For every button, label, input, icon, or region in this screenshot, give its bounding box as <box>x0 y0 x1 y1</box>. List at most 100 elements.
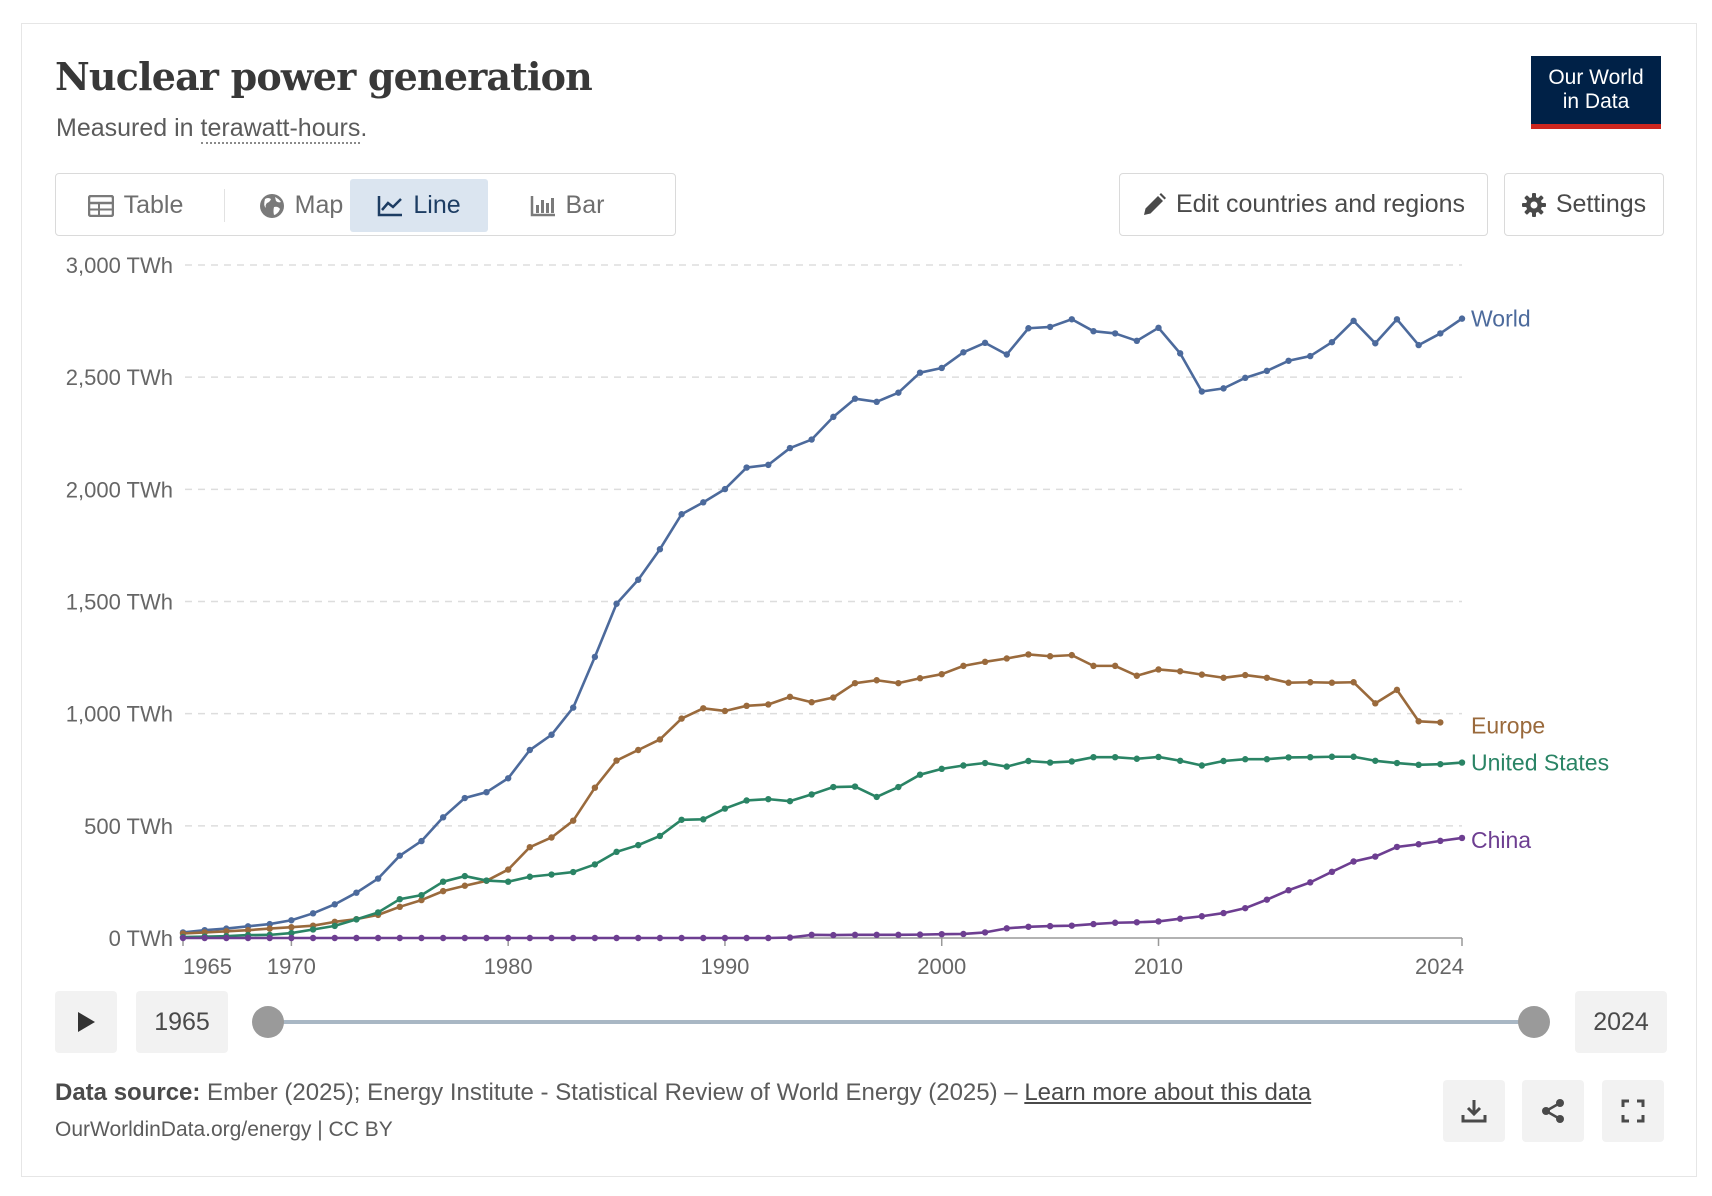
data-point-europe <box>461 882 469 889</box>
data-point-world <box>1025 325 1032 332</box>
data-point-europe <box>1415 718 1422 725</box>
data-point-world <box>461 794 469 802</box>
data-point-world <box>1415 341 1422 349</box>
data-point-europe <box>244 926 252 934</box>
data-point-world <box>916 369 924 376</box>
fullscreen-button[interactable] <box>1602 1080 1664 1142</box>
tab-table[interactable]: Table <box>64 179 207 232</box>
data-point-world <box>981 339 989 347</box>
bar-chart-icon <box>530 195 555 216</box>
data-point-china <box>1350 858 1357 865</box>
y-tick-label: 1,500 TWh <box>66 590 173 615</box>
data-point-world <box>938 364 945 372</box>
data-point-world <box>526 746 534 754</box>
data-point-world <box>396 852 403 859</box>
data-point-europe <box>851 679 859 687</box>
start-year-box[interactable]: 1965 <box>136 991 228 1053</box>
data-point-china <box>1285 887 1292 894</box>
tab-map[interactable]: Map <box>238 179 364 232</box>
data-point-us <box>1263 756 1271 763</box>
data-point-us <box>1068 758 1075 765</box>
data-point-us <box>1393 759 1401 767</box>
data-point-world <box>439 814 447 821</box>
data-point-europe <box>1198 671 1206 678</box>
data-point-china <box>396 934 403 942</box>
data-point-europe <box>916 675 924 682</box>
data-point-europe <box>938 670 945 678</box>
unit-link[interactable]: terawatt-hours <box>200 114 361 144</box>
data-point-world <box>266 920 273 928</box>
edit-countries-button[interactable]: Edit countries and regions <box>1119 173 1488 236</box>
data-point-europe <box>873 677 880 684</box>
y-tick-label: 1,000 TWh <box>66 702 173 727</box>
tab-divider <box>224 189 225 222</box>
data-point-us <box>353 916 360 923</box>
data-point-world <box>765 461 772 469</box>
data-point-china <box>786 934 794 941</box>
data-point-world <box>851 395 859 402</box>
series-label-world: World <box>1471 306 1531 332</box>
data-point-us <box>1307 753 1314 761</box>
tab-bar[interactable]: Bar <box>504 179 630 232</box>
data-point-us <box>396 895 403 903</box>
share-icon <box>1542 1099 1564 1123</box>
data-point-china <box>418 934 425 942</box>
download-icon <box>1461 1100 1487 1123</box>
data-point-china <box>1242 904 1249 912</box>
data-point-world <box>1155 324 1162 332</box>
data-point-us <box>288 929 295 937</box>
timeline-track[interactable] <box>267 1020 1529 1024</box>
source-url: OurWorldinData.org/energy | CC BY <box>55 1118 393 1141</box>
data-point-china <box>591 934 599 942</box>
data-point-world <box>743 464 750 471</box>
data-point-world <box>1458 315 1466 322</box>
data-point-china <box>1307 879 1314 886</box>
data-point-europe <box>1111 662 1119 670</box>
data-point-europe <box>1393 686 1401 694</box>
data-point-us <box>635 841 642 849</box>
data-point-us <box>1198 762 1206 769</box>
end-year-box[interactable]: 2024 <box>1575 991 1667 1053</box>
data-point-china <box>1068 922 1075 929</box>
data-point-europe <box>439 887 447 895</box>
y-tick-label: 2,500 TWh <box>66 365 173 390</box>
data-point-europe <box>418 896 425 904</box>
data-point-us <box>1242 756 1249 763</box>
data-point-europe <box>981 658 989 666</box>
data-point-china <box>1198 913 1206 920</box>
settings-button[interactable]: Settings <box>1504 173 1664 236</box>
data-point-europe <box>1068 651 1075 659</box>
data-point-europe <box>1307 679 1314 686</box>
data-point-china <box>1133 919 1141 926</box>
data-point-us <box>808 791 815 798</box>
timeline-start-handle[interactable] <box>252 1006 284 1038</box>
share-button[interactable] <box>1522 1080 1584 1142</box>
page-title: Nuclear power generation <box>55 54 593 99</box>
download-button[interactable] <box>1443 1080 1505 1142</box>
data-point-europe <box>678 715 685 722</box>
data-point-us <box>981 759 989 767</box>
data-point-china <box>1437 837 1444 845</box>
data-point-europe <box>1328 679 1336 686</box>
data-point-europe <box>1133 672 1141 679</box>
data-point-us <box>895 783 902 791</box>
learn-more-link[interactable]: Learn more about this data <box>1024 1079 1312 1106</box>
data-point-us <box>331 922 338 930</box>
data-point-us <box>483 877 490 884</box>
owid-logo[interactable]: Our World in Data <box>1531 56 1661 129</box>
data-point-china <box>1415 841 1422 848</box>
data-point-us <box>1155 753 1162 761</box>
timeline-end-handle[interactable] <box>1518 1006 1550 1038</box>
data-point-china <box>1220 909 1227 917</box>
play-button[interactable] <box>55 991 117 1053</box>
data-point-world <box>331 901 338 908</box>
data-point-china <box>1090 920 1097 928</box>
data-point-world <box>960 349 967 356</box>
data-point-europe <box>765 701 772 708</box>
data-point-europe <box>591 784 599 791</box>
x-tick-label: 1990 <box>700 954 749 979</box>
data-point-europe <box>1372 700 1379 707</box>
data-point-china <box>981 929 989 936</box>
tab-line[interactable]: Line <box>350 179 488 232</box>
data-point-us <box>1133 755 1141 762</box>
